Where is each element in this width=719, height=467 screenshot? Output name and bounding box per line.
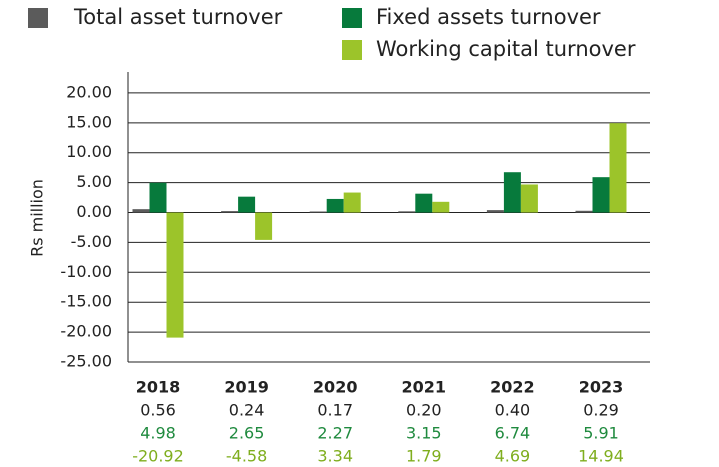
- bar: [132, 209, 150, 213]
- year-label: 2018: [136, 378, 181, 397]
- value-label: 6.74: [495, 424, 531, 443]
- bar: [432, 201, 450, 213]
- bar: [415, 193, 433, 213]
- bar: [575, 210, 593, 213]
- year-label: 2023: [579, 378, 624, 397]
- legend-swatch: [342, 8, 362, 28]
- y-tick-label: -25.00: [60, 352, 112, 371]
- bar: [503, 172, 521, 213]
- y-tick-label: -20.00: [60, 322, 112, 341]
- value-label: 3.34: [317, 447, 353, 466]
- y-tick-label: -5.00: [71, 232, 112, 251]
- bar: [520, 184, 538, 213]
- bar: [592, 177, 610, 213]
- value-label: 2.65: [229, 424, 265, 443]
- bar: [149, 182, 167, 213]
- legend-swatch: [342, 40, 362, 60]
- bar: [398, 211, 416, 213]
- y-tick-label: 10.00: [66, 142, 112, 161]
- bar: [343, 192, 361, 213]
- bar: [486, 210, 504, 213]
- value-label: 14.94: [578, 447, 624, 466]
- y-tick-label: -15.00: [60, 292, 112, 311]
- year-label: 2019: [224, 378, 269, 397]
- bar: [255, 212, 273, 240]
- bar: [166, 212, 184, 338]
- bar: [238, 196, 256, 213]
- value-label: 3.15: [406, 424, 442, 443]
- value-label: 4.69: [495, 447, 531, 466]
- y-tick-label: 15.00: [66, 112, 112, 131]
- legend-swatch: [28, 8, 48, 28]
- value-label: 0.40: [495, 401, 531, 420]
- bar: [326, 198, 344, 213]
- legend-label: Working capital turnover: [376, 37, 636, 61]
- value-label: -4.58: [226, 447, 267, 466]
- value-label: 0.20: [406, 401, 442, 420]
- year-label: 2022: [490, 378, 535, 397]
- legend-label: Fixed assets turnover: [376, 5, 601, 29]
- value-label: 0.29: [583, 401, 619, 420]
- year-label: 2020: [313, 378, 358, 397]
- bar: [221, 211, 239, 213]
- value-label: 2.27: [317, 424, 353, 443]
- bar: [609, 123, 627, 213]
- y-tick-label: 0.00: [76, 202, 112, 221]
- legend-label: Total asset turnover: [73, 5, 283, 29]
- value-label: 0.24: [229, 401, 265, 420]
- y-tick-label: -10.00: [60, 262, 112, 281]
- y-tick-label: 20.00: [66, 82, 112, 101]
- value-label: 0.17: [317, 401, 353, 420]
- y-axis-label: Rs million: [28, 179, 47, 257]
- value-label: -20.92: [132, 447, 184, 466]
- bar: [309, 211, 327, 213]
- value-label: 5.91: [583, 424, 619, 443]
- value-label: 4.98: [140, 424, 176, 443]
- value-label: 1.79: [406, 447, 442, 466]
- y-tick-label: 5.00: [76, 172, 112, 191]
- value-label: 0.56: [140, 401, 176, 420]
- year-label: 2021: [402, 378, 447, 397]
